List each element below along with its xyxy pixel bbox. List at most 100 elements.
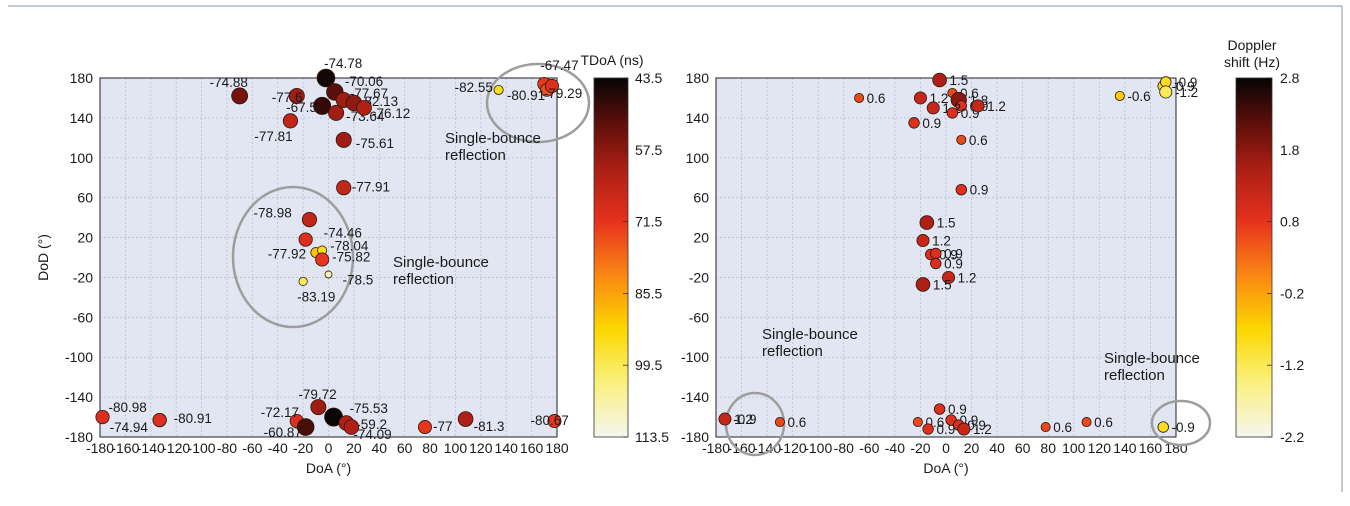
- y-tick-label: 60: [693, 190, 709, 206]
- data-label: 0.9: [944, 247, 963, 262]
- data-label: -67.47: [540, 58, 578, 73]
- data-label: -75.61: [356, 136, 394, 151]
- data-label: -79.72: [298, 387, 336, 402]
- y-tick-label: -20: [73, 269, 93, 285]
- data-point: [922, 423, 934, 435]
- data-point: [955, 100, 968, 112]
- x-tick-label: -80: [217, 440, 237, 456]
- data-label: -83.19: [297, 289, 335, 304]
- y-tick-label: -180: [65, 429, 93, 445]
- x-tick-label: -140: [753, 440, 781, 456]
- data-point: [328, 104, 345, 121]
- data-label: -82.55: [455, 80, 493, 95]
- data-point: [457, 411, 474, 427]
- data-label: -80.91: [507, 88, 545, 103]
- plot-area: [716, 78, 1176, 437]
- data-label: -60.87: [264, 425, 302, 440]
- data-point: [955, 183, 968, 196]
- data-label: -74.94: [110, 420, 149, 435]
- data-label: -0.9: [1172, 79, 1195, 94]
- data-point: [956, 134, 967, 145]
- x-tick-label: 140: [1113, 440, 1137, 456]
- colorbar: [1235, 77, 1273, 438]
- x-tick-label: 160: [520, 440, 544, 456]
- data-point: [774, 417, 785, 428]
- x-tick-label: 20: [964, 440, 980, 456]
- x-tick-label: -80: [834, 440, 854, 456]
- y-axis-label: DoD (°): [35, 234, 51, 281]
- data-point: [417, 420, 432, 435]
- data-label: -74.09: [353, 427, 391, 442]
- colorbar-tick-label: -2.2: [1280, 429, 1304, 445]
- x-tick-label: 40: [989, 440, 1005, 456]
- data-point: [912, 417, 923, 428]
- data-point: [544, 78, 560, 94]
- data-label: 1.5: [950, 73, 969, 88]
- colorbar-tick-label: 85.5: [635, 285, 662, 301]
- data-label: 0.9: [967, 418, 986, 433]
- colorbar-label: TDoA (ns): [580, 52, 643, 68]
- x-tick-label: 160: [1139, 440, 1163, 456]
- y-tick-label: -60: [689, 309, 709, 325]
- annotation-ellipse: [231, 185, 355, 329]
- data-point: [926, 101, 940, 115]
- data-point: [971, 99, 985, 113]
- x-tick-label: -180: [702, 440, 730, 456]
- data-point: [946, 107, 959, 119]
- x-tick-label: -20: [293, 440, 313, 456]
- data-point: [282, 113, 299, 129]
- data-label: -80.67: [530, 413, 568, 428]
- data-label: -76.12: [372, 106, 410, 121]
- data-label: 0.6: [787, 415, 806, 430]
- x-tick-label: -140: [137, 440, 165, 456]
- colorbar-tick-label: -0.2: [1280, 285, 1304, 301]
- data-label: 1.2: [932, 234, 951, 249]
- x-tick-label: 120: [1088, 440, 1112, 456]
- data-point: [919, 215, 935, 230]
- data-point: [296, 418, 315, 436]
- data-point: [335, 131, 352, 148]
- data-label: -74.78: [324, 56, 362, 71]
- annotation-text: reflection: [445, 147, 506, 164]
- colorbar-tick-label: 0.8: [1280, 214, 1300, 230]
- data-label: -77: [433, 419, 453, 434]
- y-tick-label: -100: [65, 349, 93, 365]
- data-point: [1040, 422, 1051, 433]
- x-tick-label: -120: [162, 440, 190, 456]
- data-label: -73.64: [346, 109, 385, 124]
- data-point: [916, 234, 930, 248]
- colorbar-tick-label: 113.5: [635, 429, 669, 445]
- data-label: -67.5: [286, 100, 317, 115]
- colorbar-tick-label: 57.5: [635, 142, 662, 158]
- data-label: -0.9: [733, 412, 756, 427]
- x-tick-label: -60: [859, 440, 879, 456]
- y-tick-label: 180: [70, 70, 94, 86]
- data-label: -78.98: [253, 206, 291, 221]
- x-tick-label: -160: [728, 440, 756, 456]
- annotation-ellipse: [1150, 399, 1212, 447]
- x-axis-label: DoA (°): [306, 460, 351, 476]
- x-tick-label: -40: [885, 440, 905, 456]
- annotation-text: Single-bounce: [762, 326, 858, 343]
- colorbar-tick-label: 1.8: [1280, 142, 1300, 158]
- x-tick-label: -100: [188, 440, 216, 456]
- data-label: 0.9: [944, 256, 963, 271]
- x-tick-label: -100: [804, 440, 832, 456]
- colorbar: [593, 77, 629, 438]
- y-tick-label: 100: [686, 150, 710, 166]
- y-tick-label: 140: [70, 110, 94, 126]
- data-point: [913, 91, 927, 105]
- data-label: -0.9: [1174, 75, 1197, 90]
- data-label: -78.5: [343, 272, 374, 287]
- data-label: -0.9: [1172, 420, 1195, 435]
- data-label: 0.9: [922, 116, 941, 131]
- y-tick-label: 180: [686, 70, 710, 86]
- annotation-text: Single-bounce: [393, 254, 489, 271]
- y-tick-label: 140: [686, 110, 710, 126]
- data-label: -0.6: [1127, 89, 1150, 104]
- data-point: [930, 257, 942, 270]
- data-label: -80.91: [174, 411, 212, 426]
- x-tick-label: 60: [1015, 440, 1031, 456]
- data-point: [1081, 417, 1092, 428]
